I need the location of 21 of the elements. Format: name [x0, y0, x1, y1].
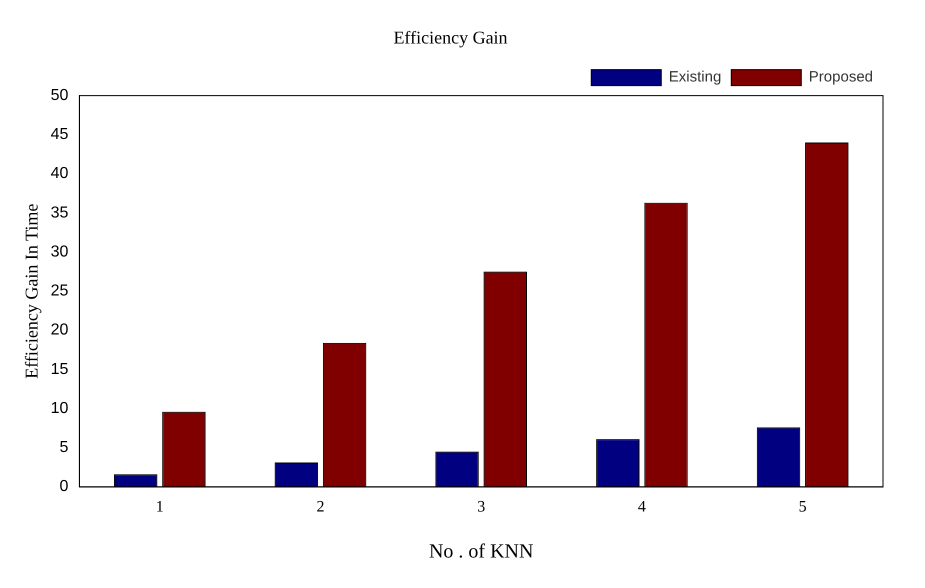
y-tick-label: 5 [59, 439, 68, 456]
y-tick-label: 20 [50, 322, 68, 339]
x-tick-label: 5 [798, 498, 807, 516]
y-tick-label: 15 [50, 360, 68, 378]
x-tick-label: 1 [156, 498, 164, 516]
y-tick-label: 40 [50, 165, 68, 182]
x-tick-label: 4 [638, 498, 646, 516]
y-axis-title: Efficiency Gain In Time [22, 204, 42, 379]
y-tick-label: 10 [50, 400, 68, 417]
y-tick-label: 50 [50, 87, 68, 104]
y-tick-label: 0 [59, 478, 68, 496]
y-tick-label: 25 [50, 282, 68, 300]
y-tick-label: 30 [50, 243, 68, 260]
x-axis-title: No . of KNN [428, 540, 534, 562]
x-tick-label: 2 [316, 498, 324, 516]
legend-label: Existing [668, 68, 722, 86]
y-tick-label: 35 [50, 204, 68, 222]
y-tick-label: 45 [50, 126, 68, 144]
x-tick-label: 3 [477, 498, 486, 516]
legend-label: Proposed [808, 68, 874, 86]
chart-title: Efficiency Gain [393, 28, 508, 48]
